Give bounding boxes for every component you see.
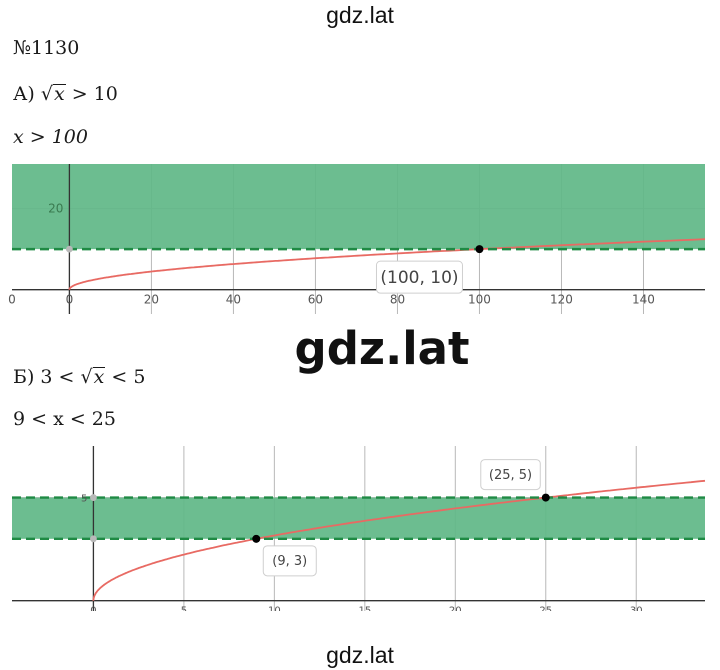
solution-band xyxy=(12,164,705,250)
part-a-relation: > 10 xyxy=(65,83,118,105)
radicand: x xyxy=(52,83,66,105)
watermark-top: gdz.lat xyxy=(326,2,394,28)
intersection-point xyxy=(252,534,261,543)
x-tick-label: 60 xyxy=(308,293,323,307)
radicand: x xyxy=(92,366,106,388)
chart-part-b: 0 5 10 15 20 25 30 5 (9, 3) (25, 5) xyxy=(0,446,720,617)
x-tick-label: 30 xyxy=(630,606,643,611)
chart-svg: 0 5 10 15 20 25 30 5 (9, 3) (25, 5) xyxy=(12,446,706,617)
point-label: (100, 10) xyxy=(380,268,458,288)
part-a-letter: А) xyxy=(13,83,35,105)
point-label: (9, 3) xyxy=(272,554,307,569)
sqrt-curve xyxy=(68,238,706,290)
part-b-right: < 5 xyxy=(105,366,146,388)
x-tick-label: 20 xyxy=(449,606,462,611)
sqrt-curve xyxy=(92,479,706,601)
x-tick-label: 15 xyxy=(358,606,371,611)
x-tick-label: 0 xyxy=(8,293,16,307)
chart-svg: 0 0 20 40 60 80 100 120 140 20 (100, 10) xyxy=(8,164,706,314)
problem-number: №1130 xyxy=(13,37,80,59)
part-a-answer: x > 100 xyxy=(13,126,88,148)
x-tick-label: 100 xyxy=(468,293,491,307)
part-b-letter: Б) xyxy=(13,366,35,388)
x-tick-label: 10 xyxy=(268,606,281,611)
x-tick-label: 40 xyxy=(226,293,241,307)
chart-part-a: 0 0 20 40 60 80 100 120 140 20 (100, 10) xyxy=(0,164,720,314)
x-tick-label: 0 xyxy=(90,606,96,611)
point-label: (25, 5) xyxy=(489,468,532,483)
x-tick-label: 5 xyxy=(181,606,187,611)
sqrt-sign: √ xyxy=(40,83,53,105)
y-tick-label: 20 xyxy=(48,202,63,216)
part-b-inequality: Б) 3 < √x < 5 xyxy=(13,366,145,388)
sqrt-sign: √ xyxy=(80,366,93,388)
point-label-box xyxy=(262,545,317,577)
axis-intercept-dot xyxy=(90,535,97,543)
point-label-box xyxy=(480,459,541,491)
x-tick-label: 20 xyxy=(144,293,159,307)
x-tick-label: 25 xyxy=(539,606,552,611)
watermark-bottom: gdz.lat xyxy=(326,642,394,668)
x-tick-label: 0 xyxy=(66,293,74,307)
point-label-box xyxy=(375,260,463,294)
axis-intercept-dot xyxy=(90,494,97,501)
part-b-left: 3 < xyxy=(40,366,81,388)
intersection-point xyxy=(475,245,484,254)
x-tick-label: 120 xyxy=(550,293,573,307)
x-tick-label: 140 xyxy=(632,293,655,307)
solution-band xyxy=(12,497,705,539)
intersection-point xyxy=(541,493,550,502)
x-tick-label: 80 xyxy=(390,293,405,307)
part-b-answer: 9 < x < 25 xyxy=(13,408,116,430)
watermark-middle: gdz.lat xyxy=(294,322,470,375)
part-a-inequality: А) √x > 10 xyxy=(13,83,118,105)
y-tick-label: 5 xyxy=(81,494,87,505)
axis-intercept-dot xyxy=(66,245,73,253)
